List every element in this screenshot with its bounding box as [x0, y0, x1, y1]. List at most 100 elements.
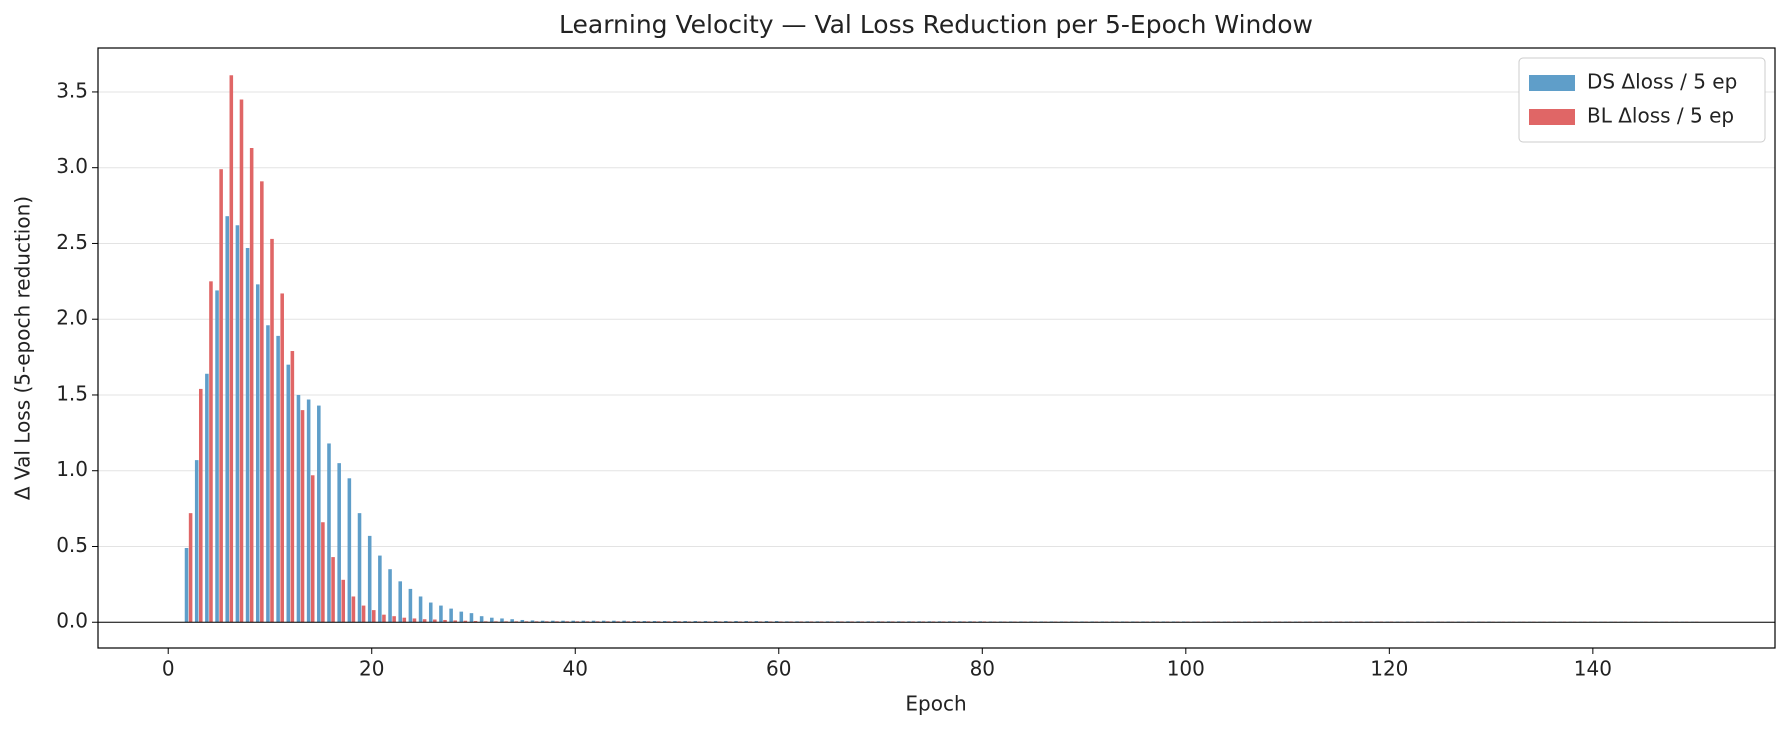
- bar: [561, 620, 565, 623]
- bar: [205, 373, 209, 623]
- bar: [412, 618, 417, 623]
- x-axis-label: Epoch: [905, 692, 966, 716]
- bar: [540, 620, 545, 623]
- bar: [744, 621, 748, 623]
- bar: [276, 335, 280, 623]
- bar: [215, 290, 219, 623]
- bar: [490, 617, 494, 623]
- bar: [209, 281, 213, 623]
- bar: [713, 621, 718, 623]
- bar: [357, 513, 362, 623]
- x-tick-label: 60: [766, 657, 791, 681]
- bar: [286, 364, 291, 623]
- x-tick-label: 140: [1574, 657, 1612, 681]
- x-tick-label: 100: [1167, 657, 1205, 681]
- bar: [459, 611, 464, 623]
- y-tick-label: 2.0: [56, 306, 88, 330]
- bar: [652, 621, 657, 623]
- bar: [270, 238, 274, 623]
- bar: [591, 620, 596, 623]
- y-tick-label: 2.5: [56, 230, 88, 254]
- plot-frame: [97, 47, 1776, 649]
- bar: [398, 581, 403, 623]
- y-tick-label: 3.0: [56, 154, 88, 178]
- bar: [443, 619, 447, 623]
- bar: [296, 394, 301, 623]
- bar: [402, 617, 407, 623]
- y-tick-label: 1.0: [56, 457, 88, 481]
- bar: [774, 621, 779, 623]
- bar: [371, 610, 376, 623]
- legend-box: [1518, 57, 1766, 143]
- legend-label: DS Δloss / 5 ep: [1587, 70, 1737, 94]
- x-tick-label: 0: [162, 657, 175, 681]
- y-axis-label: Δ Val Loss (5-epoch reduction): [11, 196, 35, 500]
- bar: [194, 460, 199, 623]
- bar: [341, 579, 346, 623]
- bar: [255, 284, 260, 623]
- bar: [290, 351, 295, 623]
- legend-swatch: [1529, 109, 1575, 125]
- bar: [327, 443, 331, 623]
- bar: [239, 99, 244, 623]
- legend-swatch: [1529, 75, 1575, 91]
- bar: [622, 620, 626, 623]
- bar: [439, 605, 443, 623]
- x-tick-label: 80: [970, 657, 995, 681]
- bar: [632, 621, 637, 623]
- bar: [734, 621, 738, 623]
- bar: [266, 325, 270, 623]
- bar: [433, 619, 437, 623]
- bar: [469, 613, 474, 623]
- bar: [663, 621, 667, 623]
- x-tick-label: 20: [359, 657, 384, 681]
- bar: [683, 621, 687, 623]
- bar: [300, 410, 305, 623]
- bar: [306, 399, 311, 623]
- bar: [551, 620, 555, 623]
- chart-title: Learning Velocity — Val Loss Reduction p…: [559, 10, 1313, 39]
- bar: [422, 619, 427, 623]
- bar: [571, 620, 575, 623]
- bar: [388, 569, 392, 623]
- bar: [310, 475, 315, 623]
- bar: [235, 225, 240, 623]
- bar: [520, 619, 525, 623]
- bar: [703, 621, 708, 623]
- bar: [479, 616, 484, 623]
- x-tick-label: 40: [563, 657, 588, 681]
- bar: [392, 616, 396, 623]
- y-tick-label: 1.5: [56, 381, 88, 405]
- bar: [581, 620, 586, 623]
- bar: [693, 621, 698, 623]
- legend-label: BL Δloss / 5 ep: [1587, 104, 1734, 128]
- bar: [449, 608, 453, 623]
- bar: [225, 216, 230, 623]
- bar: [184, 548, 189, 623]
- bar: [724, 621, 728, 623]
- bar: [260, 181, 264, 623]
- y-tick-label: 0.5: [56, 533, 88, 557]
- bar: [378, 555, 382, 623]
- bar: [408, 588, 413, 623]
- bar: [351, 596, 356, 623]
- bar: [249, 148, 254, 623]
- bar: [317, 405, 321, 623]
- bar: [245, 248, 250, 623]
- bar: [453, 620, 457, 623]
- bar: [418, 596, 423, 623]
- bar: [500, 618, 504, 623]
- bar: [642, 621, 647, 623]
- y-tick-label: 0.0: [56, 609, 88, 633]
- x-tick-label: 120: [1370, 657, 1408, 681]
- bar: [428, 602, 433, 623]
- bar: [673, 621, 677, 623]
- bar: [510, 619, 514, 623]
- bar: [347, 478, 352, 623]
- bar: [601, 620, 606, 623]
- bar: [229, 75, 234, 623]
- bar: [473, 621, 478, 623]
- bar: [321, 522, 325, 623]
- bar: [188, 513, 193, 623]
